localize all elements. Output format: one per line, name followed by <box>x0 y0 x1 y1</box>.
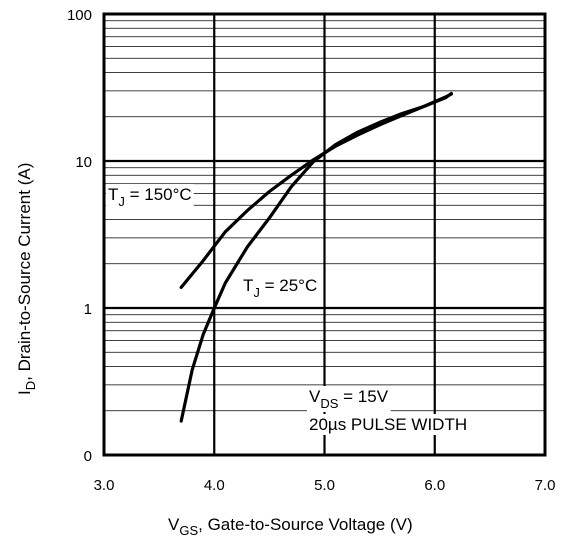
y-tick-label: 10 <box>75 154 92 171</box>
x-axis-title: VGS, Gate-to-Source Voltage (V) <box>168 515 413 538</box>
y-tick-labels: 0 1 10 100 <box>67 7 92 465</box>
annotation-pulse-width: 20µs PULSE WIDTH <box>309 415 467 434</box>
y-tick-label: 0 <box>84 448 92 465</box>
y-tick-label: 1 <box>84 301 92 318</box>
x-tick-label: 5.0 <box>314 477 335 494</box>
annotation-background <box>307 414 470 435</box>
x-tick-label: 6.0 <box>424 477 445 494</box>
plot-frame <box>102 12 547 457</box>
y-axis-title: ID, Drain-to-Source Current (A) <box>15 163 38 395</box>
annotation-background <box>307 386 391 412</box>
annotation-tj-150: TJ = 150°C <box>108 185 192 209</box>
annotation-background <box>241 275 320 301</box>
x-tick-label: 7.0 <box>535 477 556 494</box>
annotation-vds: VDS = 15V <box>309 387 389 411</box>
series-layer <box>179 91 453 423</box>
x-tick-labels: 3.0 4.0 5.0 6.0 7.0 <box>94 477 556 494</box>
y-tick-label: 100 <box>67 7 92 24</box>
annotation-tj-25: TJ = 25°C <box>243 276 317 300</box>
series-line-tj-150 <box>179 92 453 289</box>
annotation-background <box>106 184 194 210</box>
x-tick-label: 4.0 <box>204 477 225 494</box>
x-tick-label: 3.0 <box>94 477 115 494</box>
series-line-tj-25 <box>179 91 453 423</box>
